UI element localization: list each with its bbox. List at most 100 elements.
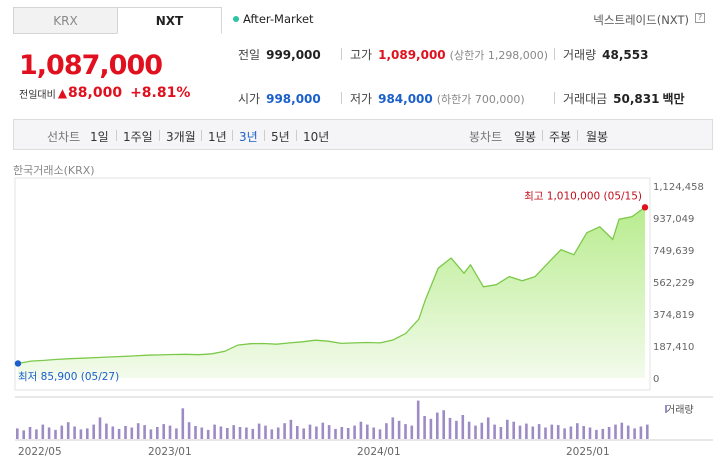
volume-bar bbox=[588, 427, 592, 439]
volume-bar bbox=[302, 428, 305, 439]
tab-nxt[interactable]: NXT bbox=[117, 7, 222, 34]
volume-bar bbox=[353, 425, 356, 439]
period-1d[interactable]: 1일 bbox=[90, 130, 109, 144]
volume-bar bbox=[346, 428, 350, 439]
period-1y[interactable]: 1년 bbox=[208, 130, 227, 144]
volume-bar bbox=[397, 420, 401, 439]
volume-bar bbox=[245, 427, 248, 439]
volume-bar bbox=[563, 428, 566, 439]
volume-bar bbox=[474, 425, 477, 439]
volume-bar bbox=[73, 426, 76, 439]
stat-label: 저가 bbox=[350, 92, 373, 106]
volume-bar bbox=[448, 417, 452, 439]
volume-bar bbox=[54, 429, 57, 439]
volume-bar bbox=[359, 421, 363, 439]
volume-bar bbox=[607, 427, 611, 439]
stat-value: 998,000 bbox=[266, 91, 321, 106]
volume-bar bbox=[404, 424, 407, 439]
volume-bar bbox=[213, 424, 216, 439]
x-tick-label: 2022/05 bbox=[18, 446, 62, 458]
candle-daily[interactable]: 일봉 bbox=[514, 130, 537, 144]
volume-bar bbox=[130, 427, 134, 439]
line-chart-label: 선차트 bbox=[47, 130, 81, 144]
tab-krx[interactable]: KRX bbox=[13, 7, 117, 34]
volume-bar bbox=[334, 428, 337, 439]
volume-bar bbox=[156, 427, 159, 439]
volume-bar bbox=[206, 429, 210, 439]
volume-bar bbox=[340, 427, 344, 439]
volume-bar bbox=[276, 427, 280, 439]
change-amount: 88,000 bbox=[68, 85, 123, 101]
divider bbox=[159, 130, 160, 141]
y-tick-label: 749,639 bbox=[653, 246, 694, 257]
stat-value: 48,553 bbox=[602, 47, 649, 62]
volume-bar bbox=[550, 424, 554, 439]
period-1w[interactable]: 1주일 bbox=[123, 130, 153, 144]
volume-bar bbox=[41, 424, 45, 439]
volume-bar bbox=[366, 424, 369, 439]
stat-value: 984,000 bbox=[378, 91, 433, 106]
up-triangle-icon: ▲ bbox=[57, 86, 68, 100]
volume-bar bbox=[391, 417, 395, 439]
volume-bar bbox=[537, 424, 541, 439]
volume-bar bbox=[531, 426, 535, 439]
volume-bar bbox=[143, 425, 146, 439]
divider bbox=[341, 92, 342, 104]
volume-bar bbox=[639, 426, 643, 439]
volume-bar bbox=[601, 428, 605, 439]
candle-monthly[interactable]: 월봉 bbox=[586, 130, 609, 144]
volume-bar bbox=[35, 429, 38, 439]
volume-bar bbox=[66, 422, 70, 439]
chart-frame bbox=[14, 177, 651, 391]
period-toolbar: 선차트 1일 1주일 3개월 1년 3년 5년 10년 봉차트 일봉 주봉 월봉 bbox=[13, 119, 713, 150]
volume-bar bbox=[283, 423, 286, 439]
volume-bar bbox=[582, 426, 585, 439]
volume-bar bbox=[136, 423, 140, 439]
volume-bar bbox=[569, 426, 573, 439]
stat-value: 1,089,000 bbox=[378, 47, 446, 62]
price-area bbox=[18, 207, 645, 378]
volume-bar bbox=[232, 425, 235, 439]
period-5y[interactable]: 5년 bbox=[271, 130, 290, 144]
tab-divider bbox=[13, 33, 117, 34]
stat-label: 고가 bbox=[350, 48, 373, 62]
exchange-tabs: KRX NXT bbox=[13, 7, 222, 34]
stat-low: 저가 984,000 (하한가 700,000) bbox=[350, 90, 525, 107]
period-10y[interactable]: 10년 bbox=[303, 130, 330, 144]
period-3y[interactable]: 3년 bbox=[239, 130, 258, 144]
help-icon[interactable]: ? bbox=[695, 13, 705, 23]
volume-bar bbox=[308, 424, 312, 439]
volume-bar bbox=[47, 427, 51, 439]
volume-bar bbox=[270, 429, 274, 439]
volume-bar bbox=[429, 418, 433, 439]
y-tick-label: 562,229 bbox=[653, 278, 694, 289]
y-tick-label: 937,049 bbox=[653, 214, 694, 225]
high-marker bbox=[641, 204, 649, 211]
volume-bar bbox=[226, 428, 229, 439]
divider bbox=[577, 130, 578, 141]
candle-chart-label: 봉차트 bbox=[469, 130, 503, 144]
after-market-label: After-Market bbox=[243, 12, 314, 26]
volume-bar bbox=[219, 426, 223, 439]
volume-legend: 거래량 bbox=[666, 404, 694, 416]
stat-label: 거래량 bbox=[563, 48, 597, 62]
candle-weekly[interactable]: 주봉 bbox=[549, 130, 572, 144]
stat-value: 999,000 bbox=[266, 47, 321, 62]
volume-bar bbox=[385, 423, 388, 439]
stat-volume: 거래량 48,553 bbox=[563, 46, 648, 63]
y-tick-label: 187,410 bbox=[653, 342, 694, 353]
volume-bar bbox=[512, 421, 515, 439]
price-line bbox=[17, 206, 646, 365]
volume-bar bbox=[423, 416, 426, 439]
divider bbox=[296, 130, 297, 141]
volume-bar bbox=[315, 426, 318, 439]
after-market-indicator: After-Market bbox=[233, 12, 314, 26]
volume-bar bbox=[499, 427, 503, 439]
volume-bar bbox=[117, 428, 121, 439]
period-3m[interactable]: 3개월 bbox=[166, 130, 196, 144]
stat-high: 고가 1,089,000 (상한가 1,298,000) bbox=[350, 46, 548, 63]
x-tick-label: 2025/01 bbox=[566, 446, 610, 458]
volume-bar bbox=[264, 425, 267, 439]
change-label: 전일대비 bbox=[19, 89, 56, 101]
